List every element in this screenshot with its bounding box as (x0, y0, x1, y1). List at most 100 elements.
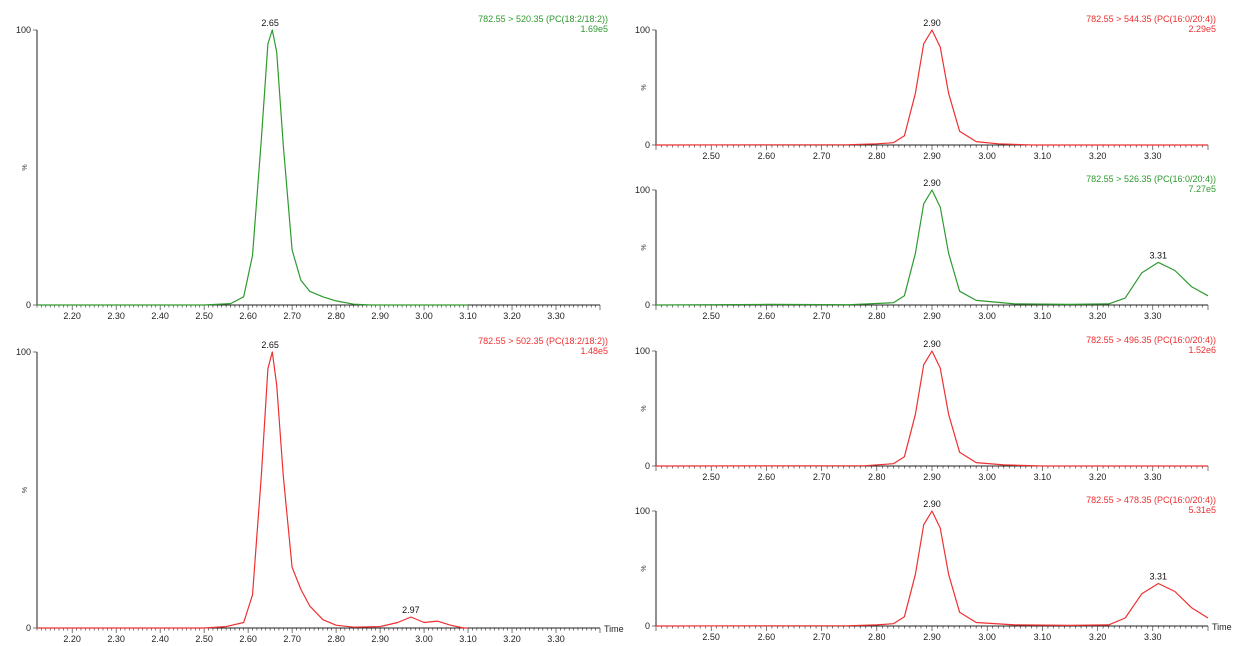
chromatogram-panel: 2.20 2.30 2.40 2.50 2.60 2.70 2.80 2.90 3.00 3.10… (16, 14, 608, 321)
x-tick-label: 3.20 (1089, 151, 1107, 161)
peak-label: 2.90 (923, 499, 941, 509)
x-tick-label: 3.30 (1144, 472, 1162, 482)
x-tick-label: 2.60 (758, 632, 776, 642)
x-tick-label: 3.10 (1034, 151, 1052, 161)
x-tick-label: 3.10 (459, 634, 477, 644)
y-tick-label: 0 (645, 621, 650, 631)
chromatogram-trace (37, 351, 468, 629)
x-tick-label: 2.70 (283, 634, 301, 644)
peak-label: 3.31 (1150, 571, 1168, 581)
peak-label: 2.65 (261, 18, 279, 28)
x-tick-label: 2.60 (758, 472, 776, 482)
x-tick-label: 2.60 (758, 311, 776, 321)
x-tick-label: 2.50 (702, 632, 720, 642)
x-tick-label: 2.70 (813, 472, 831, 482)
y-tick-label: 0 (645, 140, 650, 150)
peak-label: 2.90 (923, 178, 941, 188)
y-tick-label: 100 (635, 185, 650, 195)
trace-title: 782.55 > 526.35 (PC(16:0/20:4)) (1086, 174, 1216, 184)
x-tick-label: 3.00 (978, 311, 996, 321)
x-tick-label: 3.20 (1089, 632, 1107, 642)
trace-intensity: 1.69e5 (580, 24, 608, 34)
y-tick-label: 0 (645, 461, 650, 471)
y-tick-label: 100 (635, 506, 650, 516)
peak-label: 2.90 (923, 18, 941, 28)
x-tick-label: 2.90 (923, 151, 941, 161)
x-tick-label: 2.80 (327, 634, 345, 644)
x-tick-label: 2.60 (758, 151, 776, 161)
y-axis-label: % (22, 487, 29, 493)
y-axis-label: % (22, 164, 29, 170)
y-tick-label: 100 (16, 347, 31, 357)
x-tick-label: 2.70 (813, 632, 831, 642)
x-tick-label: 2.30 (107, 311, 125, 321)
trace-title: 782.55 > 502.35 (PC(18:2/18:2)) (478, 336, 608, 346)
chromatogram-trace (37, 29, 468, 306)
x-tick-label: 2.40 (151, 634, 169, 644)
y-tick-label: 100 (635, 346, 650, 356)
trace-title: 782.55 > 520.35 (PC(18:2/18:2)) (478, 14, 608, 24)
x-tick-label: 2.80 (868, 151, 886, 161)
y-tick-label: 100 (635, 25, 650, 35)
chromatogram-trace (655, 350, 1208, 467)
x-tick-label: 2.90 (923, 311, 941, 321)
trace-intensity: 2.29e5 (1188, 24, 1216, 34)
x-tick-label: 3.00 (415, 634, 433, 644)
chromatogram-panel: 2.50 2.60 2.70 2.80 2.90 3.00 3.10 3.20 3.30 0 100… (635, 335, 1216, 482)
x-tick-label: 2.50 (702, 472, 720, 482)
x-tick-label: 2.90 (371, 634, 389, 644)
trace-intensity: 1.48e5 (580, 346, 608, 356)
x-tick-label: 2.80 (868, 472, 886, 482)
x-tick-label: 2.90 (923, 472, 941, 482)
peak-label: 2.65 (261, 340, 279, 350)
x-tick-label: 2.60 (239, 634, 257, 644)
y-axis-label: % (641, 84, 648, 90)
x-tick-label: 2.70 (813, 151, 831, 161)
x-tick-label: 3.10 (459, 311, 477, 321)
x-tick-label: 2.80 (327, 311, 345, 321)
chromatogram-panel: 2.20 2.30 2.40 2.50 2.60 2.70 2.80 2.90 3.00 3.10… (16, 336, 624, 644)
chromatogram-trace (655, 29, 1208, 146)
x-tick-label: 2.50 (702, 151, 720, 161)
x-tick-label: 3.20 (503, 311, 521, 321)
x-tick-label: 3.30 (547, 311, 565, 321)
chromatogram-panel: 2.50 2.60 2.70 2.80 2.90 3.00 3.10 3.20 3.30 0 100… (635, 174, 1216, 321)
x-tick-label: 2.80 (868, 632, 886, 642)
x-axis-label: Time (604, 624, 624, 634)
trace-title: 782.55 > 544.35 (PC(16:0/20:4)) (1086, 14, 1216, 24)
x-tick-label: 2.50 (195, 634, 213, 644)
x-tick-label: 2.90 (923, 632, 941, 642)
x-tick-label: 3.20 (503, 634, 521, 644)
x-tick-label: 2.20 (63, 311, 81, 321)
y-tick-label: 100 (16, 25, 31, 35)
chromatogram-trace (655, 510, 1209, 627)
x-tick-label: 3.00 (978, 151, 996, 161)
x-tick-label: 3.00 (978, 472, 996, 482)
x-tick-label: 2.70 (283, 311, 301, 321)
y-axis-label: % (641, 244, 648, 250)
x-tick-label: 3.30 (1144, 311, 1162, 321)
x-axis-label: Time (1212, 622, 1232, 632)
chromatogram-panel: 2.50 2.60 2.70 2.80 2.90 3.00 3.10 3.20 3.30 0 100… (635, 495, 1232, 642)
x-tick-label: 2.20 (63, 634, 81, 644)
y-axis-label: % (641, 565, 648, 571)
trace-title: 782.55 > 496.35 (PC(16:0/20:4)) (1086, 335, 1216, 345)
x-tick-label: 3.10 (1034, 632, 1052, 642)
trace-intensity: 5.31e5 (1188, 505, 1216, 515)
peak-label: 3.31 (1150, 250, 1168, 260)
x-tick-label: 2.90 (371, 311, 389, 321)
trace-intensity: 1.52e6 (1188, 345, 1216, 355)
trace-intensity: 7.27e5 (1188, 184, 1216, 194)
x-tick-label: 2.70 (813, 311, 831, 321)
y-tick-label: 0 (26, 300, 31, 310)
x-tick-label: 2.40 (151, 311, 169, 321)
y-axis-label: % (641, 405, 648, 411)
x-tick-label: 3.20 (1089, 472, 1107, 482)
x-tick-label: 2.60 (239, 311, 257, 321)
chromatogram-trace (655, 189, 1209, 306)
x-tick-label: 3.20 (1089, 311, 1107, 321)
x-tick-label: 3.30 (1144, 151, 1162, 161)
x-tick-label: 3.00 (978, 632, 996, 642)
trace-title: 782.55 > 478.35 (PC(16:0/20:4)) (1086, 495, 1216, 505)
